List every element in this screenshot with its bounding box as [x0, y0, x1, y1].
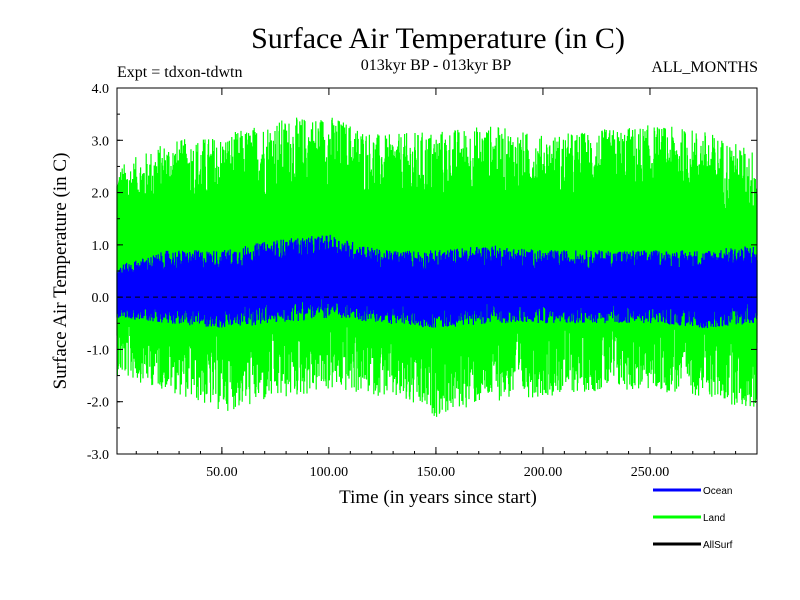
- legend-label: AllSurf: [703, 540, 733, 551]
- months-label: ALL_MONTHS: [651, 59, 758, 76]
- y-tick-label: 1.0: [92, 239, 110, 254]
- y-tick-label: -2.0: [87, 396, 109, 411]
- legend-item-land: Land: [653, 513, 725, 524]
- y-axis: -3.0 -2.0 -1.0 0.0 1.0 2.0 3.0 4.0: [87, 82, 757, 463]
- y-tick-label: 2.0: [92, 187, 110, 202]
- y-tick-label: 0.0: [92, 291, 110, 306]
- x-tick-label: 50.00: [206, 465, 238, 480]
- experiment-label: Expt = tdxon-tdwtn: [117, 64, 242, 81]
- y-tick-label: 3.0: [92, 134, 110, 149]
- x-tick-label: 250.00: [631, 465, 670, 480]
- plot-area: [116, 117, 758, 417]
- legend-label: Ocean: [703, 486, 732, 497]
- chart-title: Surface Air Temperature (in C): [251, 22, 625, 55]
- legend-item-allsurf: AllSurf: [653, 540, 733, 551]
- y-tick-label: 4.0: [92, 82, 110, 97]
- legend-item-ocean: Ocean: [653, 486, 732, 497]
- x-axis-title: Time (in years since start): [339, 487, 537, 508]
- y-axis-title: Surface Air Temperature (in C): [50, 153, 71, 390]
- legend: Ocean Land AllSurf: [653, 486, 733, 551]
- x-axis: 50.00 100.00 150.00 200.00 250.00: [135, 88, 737, 480]
- x-tick-label: 200.00: [524, 465, 563, 480]
- period-label: 013kyr BP - 013kyr BP: [361, 57, 512, 74]
- y-tick-label: -1.0: [87, 343, 109, 358]
- x-tick-label: 100.00: [310, 465, 349, 480]
- legend-label: Land: [703, 513, 725, 524]
- y-tick-label: -3.0: [87, 448, 109, 463]
- x-tick-label: 150.00: [417, 465, 456, 480]
- series-layer: [116, 117, 758, 417]
